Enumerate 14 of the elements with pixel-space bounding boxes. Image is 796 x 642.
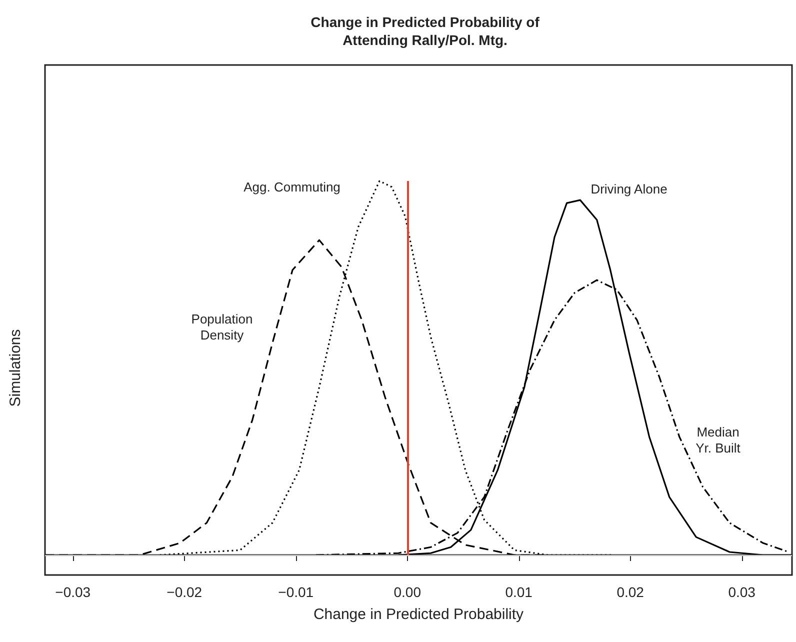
x-tick-label: −0.03: [55, 584, 91, 600]
x-tick-label: −0.01: [278, 584, 314, 600]
annotation: Median Yr. Built: [696, 424, 741, 456]
chart-title: Change in Predicted Probability of Attending Rally/Pol. Mtg.: [310, 14, 540, 48]
x-tick-label: 0.03: [728, 584, 756, 600]
x-tick-label: 0.01: [505, 584, 533, 600]
x-tick-label: 0.00: [394, 584, 422, 600]
x-tick-label: 0.02: [616, 584, 644, 600]
annotation: Population Density: [191, 312, 253, 342]
annotation: Agg. Commuting: [244, 180, 340, 194]
annotation: Driving Alone: [590, 182, 668, 196]
y-axis-title: Simulations: [7, 329, 24, 407]
x-tick-label: −0.02: [166, 584, 202, 600]
x-axis-title: Change in Predicted Probability: [313, 606, 524, 623]
